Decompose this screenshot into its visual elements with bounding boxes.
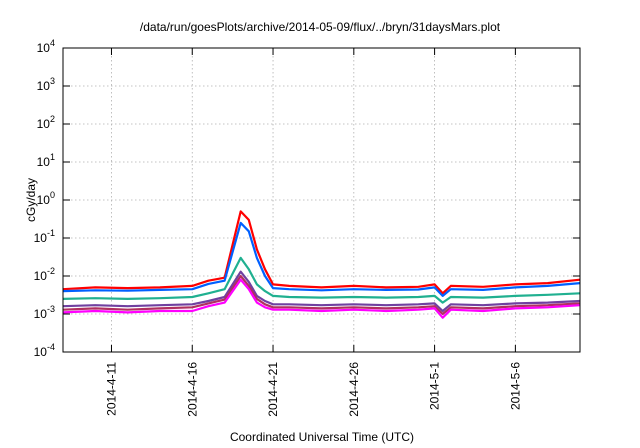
ticks: 10-4 10-3 10-2 10-1 100 101 102 103 104 2014-4-11…	[34, 38, 580, 417]
x-tick-label: 2014-5-6	[508, 362, 522, 410]
series-line-3	[62, 256, 581, 304]
y-tick-label: 103	[37, 76, 55, 93]
plot-series	[62, 210, 581, 319]
y-tick-label: 102	[37, 114, 55, 131]
y-tick-label: 100	[37, 190, 55, 207]
y-tick-label: 10-2	[34, 266, 55, 283]
y-tick-label: 10-1	[34, 228, 55, 245]
x-tick-label: 2014-4-11	[104, 362, 118, 416]
y-axis-label: cGy/day	[24, 178, 38, 222]
plot-frame	[62, 47, 581, 353]
x-tick-label: 2014-4-21	[266, 362, 280, 417]
chart-title: /data/run/goesPlots/archive/2014-05-09/f…	[140, 20, 501, 34]
series-line-4	[62, 270, 581, 313]
y-tick-label: 101	[37, 152, 55, 169]
series-line-1	[62, 210, 581, 295]
series-line-6	[62, 278, 581, 319]
series-line-2	[62, 221, 581, 297]
y-tick-label: 10-3	[34, 304, 55, 321]
series-line-5	[62, 274, 581, 316]
grid	[63, 48, 580, 352]
x-tick-label: 2014-4-16	[185, 362, 199, 417]
x-axis-label: Coordinated Universal Time (UTC)	[230, 430, 414, 444]
y-tick-label: 10-4	[34, 342, 55, 359]
y-tick-label: 104	[37, 38, 55, 55]
x-tick-label: 2014-5-1	[428, 362, 442, 410]
x-tick-label: 2014-4-26	[347, 362, 361, 417]
